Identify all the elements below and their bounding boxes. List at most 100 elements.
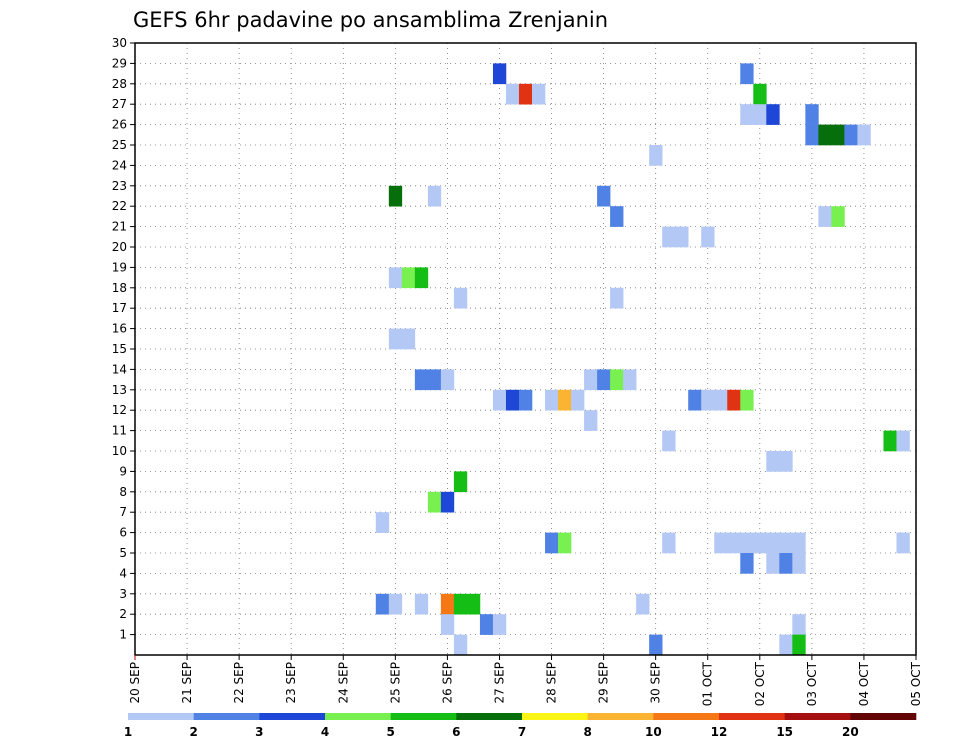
heatmap-cell (740, 63, 754, 85)
heatmap-cell (414, 593, 429, 615)
heatmap-cell (453, 287, 468, 309)
heatmap-cell (662, 532, 676, 554)
heatmap-cell (584, 369, 598, 391)
legend-swatch (259, 713, 326, 720)
heatmap-cell (427, 185, 442, 207)
heatmap-cell (492, 389, 507, 411)
y-tick-label: 10 (112, 444, 127, 458)
legend-label: 15 (776, 725, 793, 739)
heatmap-cell (427, 491, 442, 513)
heatmap-cell (558, 389, 572, 411)
heatmap-cell (740, 553, 754, 574)
heatmap-cell (883, 430, 897, 452)
heatmap-cell (492, 614, 507, 635)
y-tick-label: 7 (119, 505, 127, 519)
heatmap-cell (479, 614, 494, 635)
heatmap-cell (753, 532, 767, 554)
heatmap-cell (466, 593, 481, 615)
heatmap-cell (597, 369, 611, 391)
legend-swatch (784, 713, 851, 720)
y-tick-label: 1 (119, 628, 127, 642)
heatmap-cell (610, 206, 624, 227)
heatmap-cell (662, 430, 676, 452)
y-tick-label: 2 (119, 607, 127, 621)
x-tick-label: 26 SEP (440, 662, 454, 704)
y-tick-label: 28 (112, 77, 127, 91)
heatmap-cell (714, 532, 728, 554)
heatmap-cell (545, 532, 559, 554)
heatmap-cell (532, 83, 546, 105)
y-tick-label: 19 (112, 260, 127, 274)
legend-label: 1 (124, 725, 132, 739)
heatmap-cell (792, 553, 806, 574)
y-tick-label: 22 (112, 199, 127, 213)
legend-label: 8 (583, 725, 591, 739)
heatmap-cell (505, 83, 520, 105)
x-tick-label: 22 SEP (232, 662, 246, 704)
heatmap-cell (779, 532, 793, 554)
y-tick-label: 12 (112, 403, 127, 417)
legend-label: 5 (386, 725, 394, 739)
heatmap-cell (792, 634, 806, 656)
heatmap-cell (440, 614, 455, 635)
heatmap-cell (766, 104, 780, 125)
heatmap-cell (831, 124, 845, 146)
y-tick-label: 5 (119, 546, 127, 560)
heatmap-cell (414, 267, 429, 289)
heatmap-cell (740, 532, 754, 554)
heatmap-cell (597, 185, 611, 207)
heatmap-cell (714, 389, 728, 411)
legend-label: 7 (518, 725, 526, 739)
heatmap-cell (440, 491, 455, 513)
heatmap-cell (727, 532, 741, 554)
heatmap-cell (818, 206, 832, 227)
heatmap-cell (831, 206, 845, 227)
heatmap-cell (649, 145, 663, 166)
heatmap-cells (375, 63, 910, 656)
y-tick-label: 17 (112, 301, 127, 315)
legend-label: 3 (255, 725, 263, 739)
heatmap-cell (388, 593, 403, 615)
x-tick-label: 28 SEP (545, 662, 559, 704)
legend-swatch (719, 713, 785, 720)
x-tick-label: 21 SEP (180, 662, 194, 704)
heatmap-cell (453, 634, 468, 656)
chart-title: GEFS 6hr padavine po ansamblima Zrenjani… (133, 8, 608, 32)
y-tick-label: 26 (112, 118, 127, 132)
heatmap-cell (727, 389, 741, 411)
heatmap-cell (453, 593, 468, 615)
y-tick-label: 20 (112, 240, 127, 254)
x-axis: 20 SEP 21 SEP 22 SEP 23 SEP 24 SEP 25 SEP 26 S… (128, 655, 923, 706)
heatmap-cell (440, 593, 455, 615)
y-tick-label: 29 (112, 56, 127, 70)
heatmap-cell (844, 124, 858, 146)
heatmap-cell (805, 104, 819, 125)
legend-swatch (653, 713, 720, 720)
x-tick-label: 24 SEP (336, 662, 350, 704)
heatmap-cell (766, 553, 780, 574)
x-tick-label: 30 SEP (649, 662, 663, 704)
heatmap-cell (440, 369, 455, 391)
heatmap-cell (518, 83, 533, 105)
y-tick-label: 23 (112, 179, 127, 193)
heatmap-cell (766, 532, 780, 554)
heatmap-cell (375, 593, 390, 615)
y-tick-label: 8 (119, 485, 127, 499)
heatmap-cell (401, 267, 416, 289)
heatmap-cell (388, 267, 403, 289)
legend-label: 10 (645, 725, 662, 739)
heatmap-cell (610, 369, 624, 391)
heatmap-cell (388, 185, 403, 207)
y-tick-label: 16 (112, 322, 127, 336)
y-tick-label: 13 (112, 383, 127, 397)
heatmap-cell (896, 532, 910, 554)
heatmap-cell (740, 104, 754, 125)
heatmap-cell (610, 287, 624, 309)
y-tick-label: 27 (112, 97, 127, 111)
legend-swatch (193, 713, 260, 720)
heatmap-cell (414, 369, 429, 391)
x-tick-label: 05 OCT (909, 661, 923, 706)
heatmap-cell (545, 389, 559, 411)
legend-label: 2 (189, 725, 197, 739)
